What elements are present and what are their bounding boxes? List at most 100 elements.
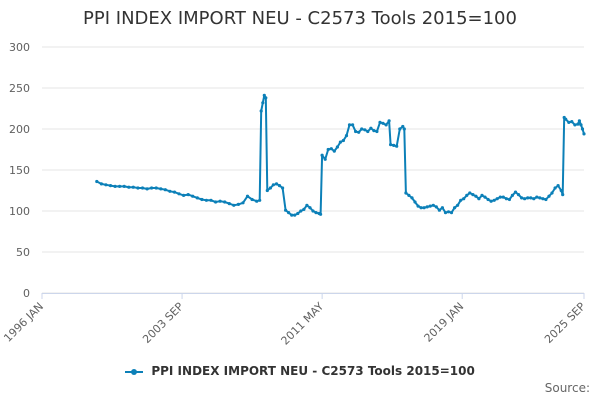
data-point[interactable] xyxy=(200,197,204,202)
data-point[interactable] xyxy=(277,184,282,188)
data-point[interactable] xyxy=(446,210,451,214)
data-point[interactable] xyxy=(314,211,318,215)
data-point[interactable] xyxy=(564,117,568,121)
data-point[interactable] xyxy=(582,132,586,136)
data-point[interactable] xyxy=(290,213,294,217)
data-point[interactable] xyxy=(274,182,279,186)
data-point[interactable] xyxy=(258,198,262,202)
data-point[interactable] xyxy=(227,202,231,206)
data-point[interactable] xyxy=(341,138,345,143)
data-point[interactable] xyxy=(261,101,265,105)
data-point[interactable] xyxy=(381,121,385,125)
data-point[interactable] xyxy=(223,200,227,204)
data-point[interactable] xyxy=(529,196,533,200)
data-point[interactable] xyxy=(259,109,263,113)
data-point[interactable] xyxy=(232,203,236,207)
data-point[interactable] xyxy=(404,191,408,195)
data-point[interactable] xyxy=(544,197,548,202)
data-point[interactable] xyxy=(559,188,563,193)
data-point[interactable] xyxy=(163,188,167,192)
data-point[interactable] xyxy=(108,184,113,188)
data-point[interactable] xyxy=(425,205,429,209)
data-point[interactable] xyxy=(354,129,358,134)
data-point[interactable] xyxy=(302,207,306,211)
data-point[interactable] xyxy=(99,182,103,186)
data-point[interactable] xyxy=(449,211,454,215)
data-point[interactable] xyxy=(140,186,145,190)
data-point[interactable] xyxy=(462,197,466,201)
data-point[interactable] xyxy=(255,199,259,203)
data-point[interactable] xyxy=(113,184,117,188)
data-point[interactable] xyxy=(326,147,330,152)
data-point[interactable] xyxy=(281,186,285,190)
data-point[interactable] xyxy=(375,129,379,134)
data-point[interactable] xyxy=(172,190,177,194)
data-point[interactable] xyxy=(245,194,250,198)
data-point[interactable] xyxy=(422,206,426,210)
data-point[interactable] xyxy=(577,119,582,123)
data-point[interactable] xyxy=(268,186,272,190)
data-point[interactable] xyxy=(401,124,405,129)
data-point[interactable] xyxy=(150,186,154,190)
data-point[interactable] xyxy=(204,198,208,202)
data-point[interactable] xyxy=(118,184,122,188)
data-point[interactable] xyxy=(459,198,463,202)
data-point[interactable] xyxy=(580,127,585,131)
data-point[interactable] xyxy=(372,129,376,133)
data-point[interactable] xyxy=(392,143,396,147)
data-point[interactable] xyxy=(338,140,342,144)
data-point[interactable] xyxy=(311,209,315,213)
data-point[interactable] xyxy=(431,203,435,207)
data-point[interactable] xyxy=(209,198,213,202)
data-point[interactable] xyxy=(498,195,502,199)
data-point[interactable] xyxy=(250,197,254,202)
data-point[interactable] xyxy=(264,96,268,100)
data-point[interactable] xyxy=(195,196,199,200)
data-point[interactable] xyxy=(214,200,218,204)
data-point[interactable] xyxy=(416,204,420,208)
data-point[interactable] xyxy=(579,123,583,127)
data-point[interactable] xyxy=(440,206,444,210)
data-point[interactable] xyxy=(320,153,324,157)
data-point[interactable] xyxy=(387,119,391,123)
data-point[interactable] xyxy=(465,193,469,197)
data-point[interactable] xyxy=(182,193,186,197)
data-point[interactable] xyxy=(127,185,131,189)
data-point[interactable] xyxy=(541,197,545,201)
data-point[interactable] xyxy=(513,190,518,194)
legend[interactable]: PPI INDEX IMPORT NEU - C2573 Tools 2015=… xyxy=(0,364,600,378)
data-point[interactable] xyxy=(556,184,560,188)
data-point[interactable] xyxy=(547,194,551,198)
data-point[interactable] xyxy=(576,122,580,126)
data-point[interactable] xyxy=(136,186,140,190)
data-point[interactable] xyxy=(486,197,490,202)
data-point[interactable] xyxy=(104,183,108,187)
data-point[interactable] xyxy=(553,186,557,190)
data-point[interactable] xyxy=(495,197,499,201)
data-point[interactable] xyxy=(308,206,312,210)
data-point[interactable] xyxy=(265,188,269,193)
data-point[interactable] xyxy=(407,193,411,197)
data-point[interactable] xyxy=(344,134,349,138)
data-point[interactable] xyxy=(561,193,565,197)
data-point[interactable] xyxy=(131,185,135,189)
data-point[interactable] xyxy=(335,145,339,149)
data-point[interactable] xyxy=(434,205,438,209)
data-point[interactable] xyxy=(262,93,266,97)
data-point[interactable] xyxy=(284,208,288,212)
data-point[interactable] xyxy=(456,203,460,207)
data-point[interactable] xyxy=(319,212,323,216)
data-point[interactable] xyxy=(398,127,402,131)
data-point[interactable] xyxy=(535,195,539,199)
data-point[interactable] xyxy=(384,123,388,127)
data-point[interactable] xyxy=(550,191,554,195)
data-point[interactable] xyxy=(296,211,300,216)
data-point[interactable] xyxy=(413,200,417,204)
data-point[interactable] xyxy=(480,193,484,197)
data-point[interactable] xyxy=(95,179,99,184)
data-point[interactable] xyxy=(154,186,158,190)
series-line[interactable] xyxy=(96,94,585,217)
data-point[interactable] xyxy=(369,126,373,130)
data-point[interactable] xyxy=(159,187,163,191)
data-point[interactable] xyxy=(532,197,536,201)
